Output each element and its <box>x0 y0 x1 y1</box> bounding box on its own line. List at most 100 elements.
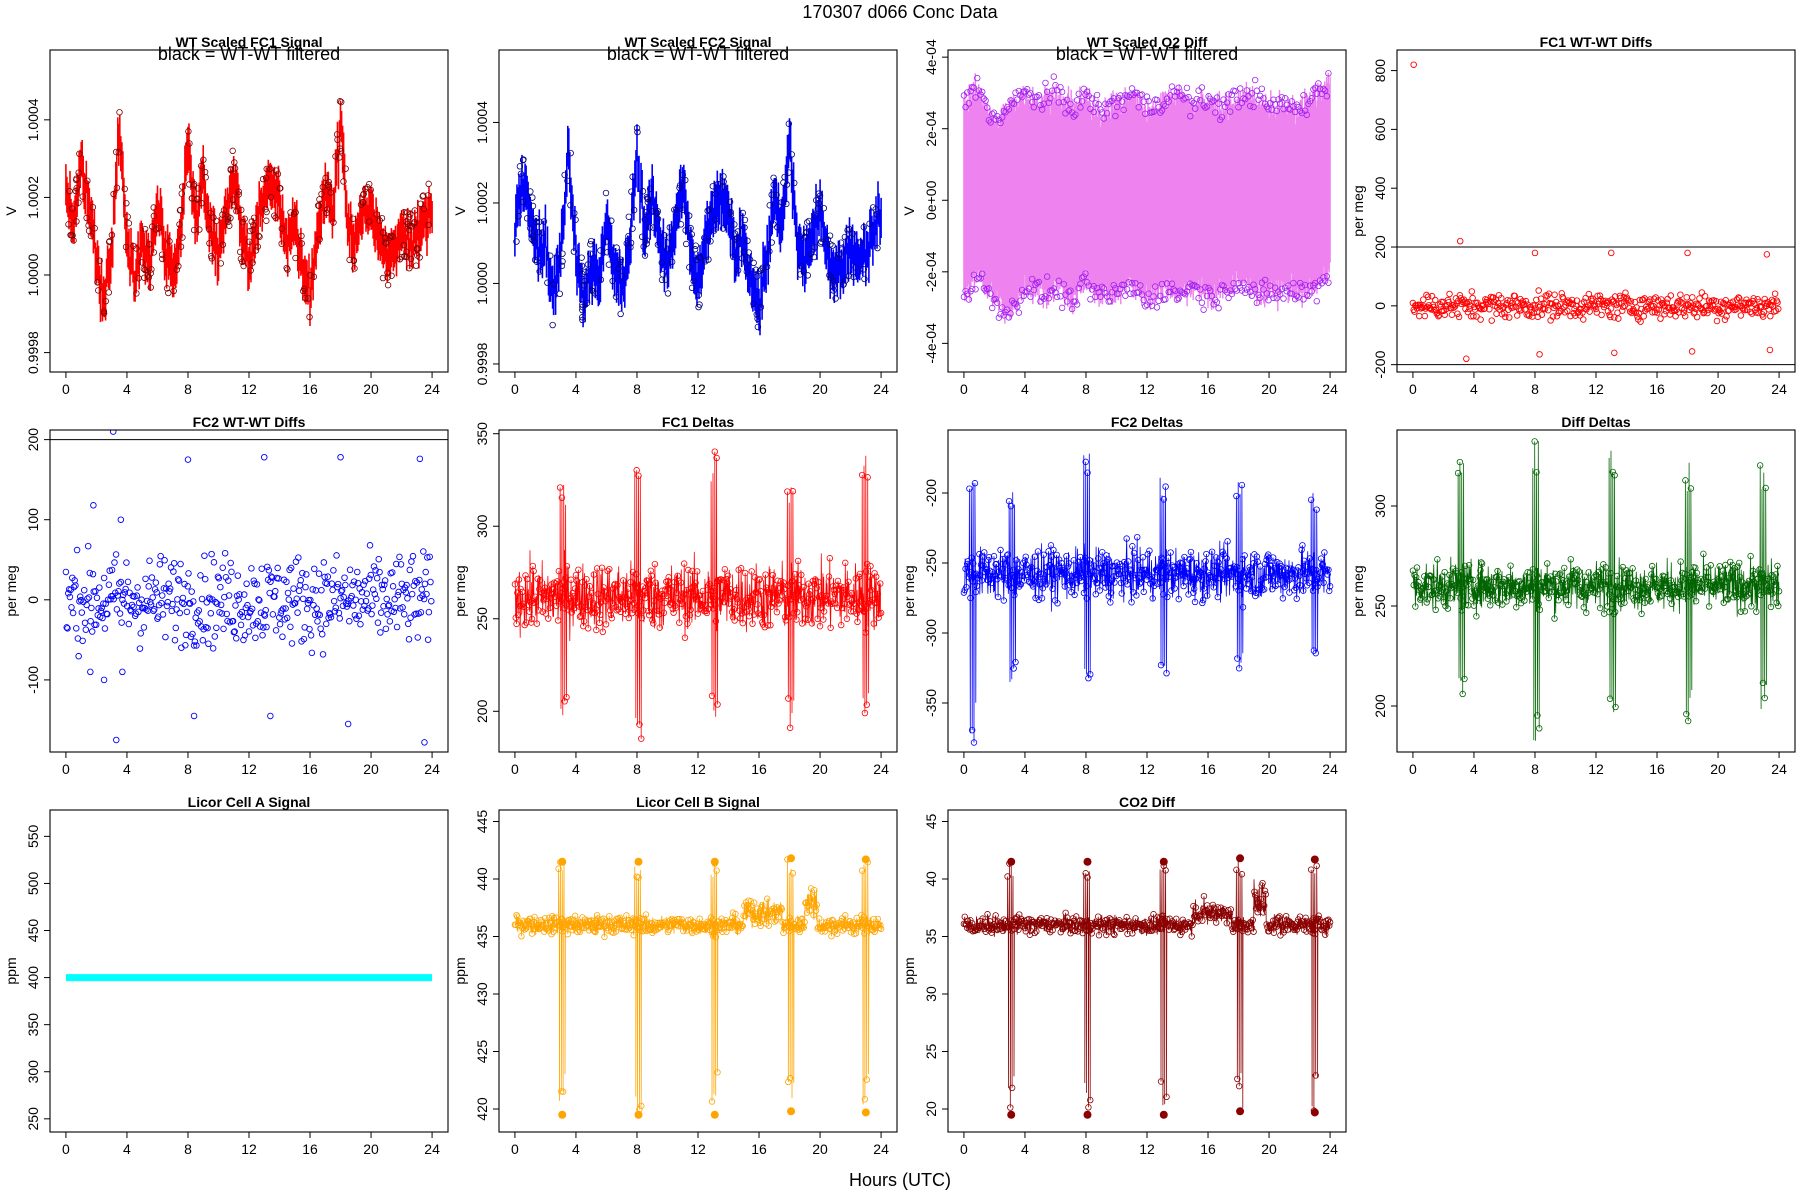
data-point <box>558 915 566 923</box>
data-point <box>313 605 320 612</box>
data-point <box>529 232 537 240</box>
data-point <box>179 183 186 190</box>
data-point <box>1701 292 1709 300</box>
data-point <box>355 612 363 620</box>
data-point <box>1178 288 1186 296</box>
data-point <box>1552 570 1559 578</box>
data-point <box>1605 590 1613 598</box>
data-point <box>1250 103 1257 111</box>
data-point <box>739 922 746 930</box>
data-point <box>571 585 579 592</box>
data-point <box>1611 349 1618 357</box>
panel-title: FC1 Deltas <box>662 414 735 430</box>
data-point <box>1096 587 1104 594</box>
data-point <box>324 573 332 580</box>
data-point <box>1159 912 1167 919</box>
data-point <box>274 564 281 572</box>
data-point <box>543 925 550 933</box>
data-point <box>248 218 255 225</box>
data-point <box>851 601 859 608</box>
data-point <box>1689 294 1696 301</box>
data-point <box>1452 582 1459 589</box>
data-point <box>1596 585 1603 593</box>
data-point <box>1037 101 1044 109</box>
data-point <box>772 590 780 597</box>
data-point <box>1721 316 1729 323</box>
data-point <box>1302 914 1309 921</box>
y-axis-label: ppm <box>3 957 19 984</box>
data-point <box>1321 931 1329 938</box>
data-point <box>1276 913 1283 920</box>
data-point <box>1222 103 1229 110</box>
data-point <box>714 1069 721 1076</box>
data-point <box>331 608 339 615</box>
data-point <box>1764 575 1771 583</box>
data-point <box>1202 558 1209 565</box>
data-point <box>1078 98 1086 105</box>
data-point <box>239 219 246 226</box>
data-point <box>1132 279 1139 287</box>
data-point <box>1530 309 1538 317</box>
data-point <box>658 259 665 266</box>
data-point <box>1677 558 1684 565</box>
data-point <box>1283 101 1291 109</box>
data-point <box>1478 306 1485 313</box>
data-point <box>1532 305 1539 312</box>
data-point <box>1549 576 1557 584</box>
data-point <box>544 588 551 595</box>
data-point <box>530 567 537 575</box>
data-point <box>1456 237 1464 245</box>
data-point <box>1297 569 1304 576</box>
data-point <box>1042 578 1049 585</box>
data-point <box>705 256 712 263</box>
data-point <box>638 735 645 742</box>
data-point <box>267 712 274 720</box>
data-point <box>995 314 1003 321</box>
data-point <box>640 607 647 614</box>
data-point <box>513 911 520 919</box>
data-point <box>330 597 338 605</box>
data-point <box>987 290 994 297</box>
data-point <box>556 290 564 298</box>
data-point <box>1683 710 1690 718</box>
data-point <box>263 217 270 224</box>
data-point <box>1662 579 1670 587</box>
data-point <box>1510 591 1518 598</box>
data-point <box>1774 562 1781 570</box>
data-point <box>1068 572 1076 580</box>
data-point <box>338 98 345 106</box>
data-point <box>1030 104 1038 111</box>
data-point <box>608 614 615 622</box>
data-point <box>423 590 430 598</box>
data-point <box>420 205 428 213</box>
data-point <box>332 153 339 160</box>
data-point <box>73 218 80 225</box>
data-point <box>763 263 771 270</box>
data-point <box>1177 559 1184 566</box>
data-point <box>256 233 263 240</box>
data-point <box>650 597 658 604</box>
data-point <box>1760 308 1768 316</box>
series-line <box>963 453 1331 743</box>
data-point <box>1486 592 1493 599</box>
data-point <box>834 254 842 261</box>
data-point <box>816 622 824 630</box>
data-point <box>1036 581 1043 588</box>
data-point <box>1178 928 1186 936</box>
data-point <box>207 610 215 617</box>
x-tick-label: 12 <box>241 761 257 777</box>
data-point <box>1152 283 1159 290</box>
y-tick-label: 45 <box>923 814 939 830</box>
data-point <box>1268 106 1276 113</box>
data-point <box>1537 295 1545 302</box>
data-point <box>536 577 544 584</box>
x-tick-label: 16 <box>302 761 318 777</box>
data-point <box>1154 580 1161 587</box>
data-point <box>578 603 585 610</box>
data-point <box>1593 572 1601 580</box>
data-point <box>327 189 334 196</box>
data-point <box>1533 469 1540 476</box>
data-point <box>1097 293 1104 300</box>
data-point <box>840 584 847 591</box>
